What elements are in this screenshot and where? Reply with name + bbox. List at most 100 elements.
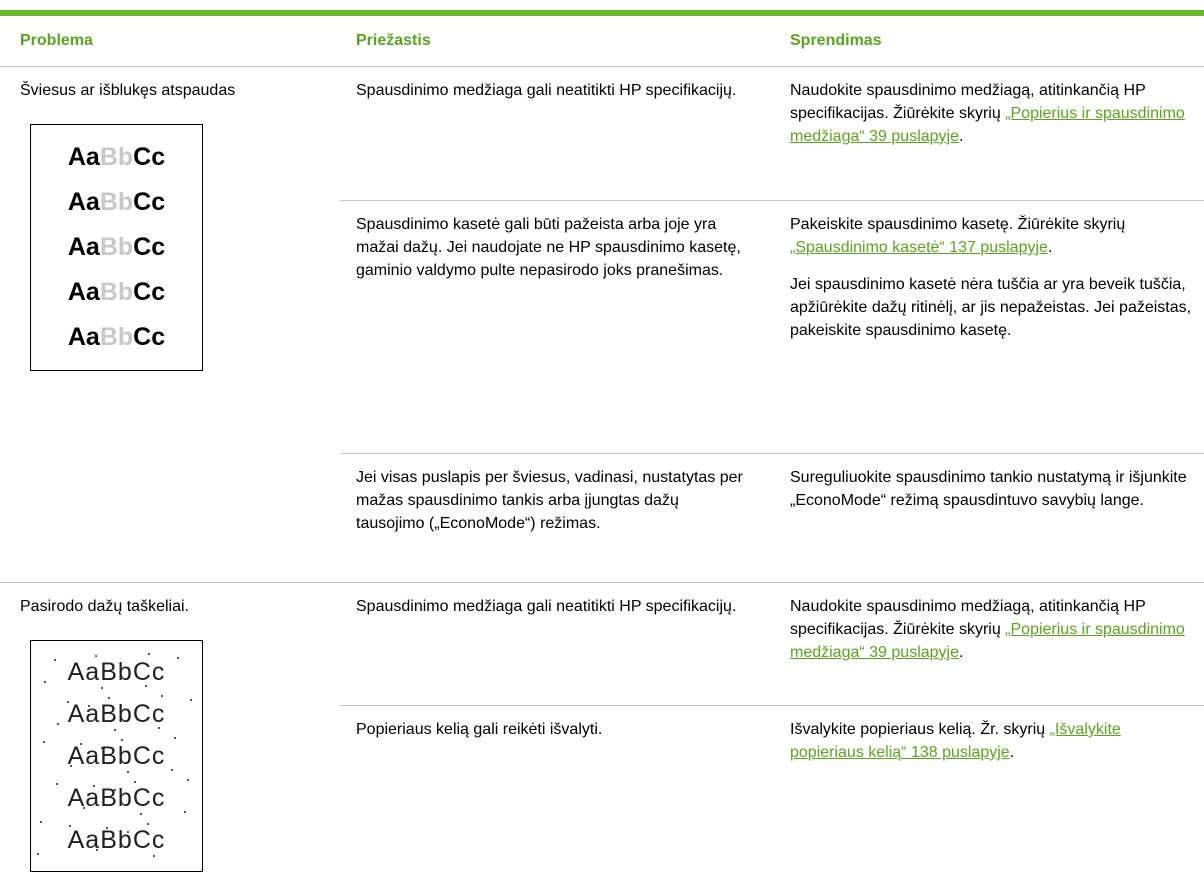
column-header: Priežastis — [340, 13, 774, 67]
print-sample: AaBbCc AaBbCc AaBbCc AaBbCc AaBbCc — [30, 640, 203, 872]
toner-dot — [95, 655, 97, 657]
sample-line: AaBbCc — [31, 225, 202, 270]
toner-dot — [127, 771, 129, 773]
column-header: Sprendimas — [774, 13, 1204, 67]
solution-text: . — [1009, 744, 1015, 761]
toner-dot — [171, 769, 173, 771]
solution-paragraph: Pakeiskite spausdinimo kasetę. Žiūrėkite… — [790, 213, 1196, 259]
sample-text: Bb — [99, 233, 134, 261]
toner-dot — [161, 695, 163, 697]
toner-dot — [148, 653, 150, 655]
sample-text: Cc — [132, 826, 166, 854]
sample-line: AaBbCc — [31, 180, 202, 225]
toner-dot — [190, 699, 192, 701]
toner-dot — [177, 657, 179, 659]
sample-text: Bb — [99, 278, 134, 306]
sample-text: Bb — [100, 826, 133, 854]
sample-text: Cc — [132, 784, 166, 812]
solution-text: Jei spausdinimo kasetė nėra tuščia ar yr… — [790, 276, 1192, 339]
cause-text: Spausdinimo medžiaga gali neatitikti HP … — [356, 598, 737, 615]
sample-text: Aa — [67, 700, 101, 728]
problem-cell: Pasirodo dažų taškeliai. AaBbCc AaBbCc AaBb… — [0, 582, 340, 876]
sample-line: AaBbCc — [31, 135, 202, 180]
toner-dot — [44, 681, 46, 683]
cause-cell: Spausdinimo medžiaga gali neatitikti HP … — [340, 66, 774, 201]
toner-dot — [106, 827, 108, 829]
solution-text: Išvalykite popieriaus kelią. Žr. skyrių — [790, 721, 1050, 738]
sample-text: Aa — [67, 323, 100, 351]
toner-dot — [127, 831, 129, 833]
sample-line: AaBbCc — [31, 270, 202, 315]
reference-link[interactable]: „Išvalykite popieriaus kelią“ 138 puslap… — [790, 721, 1121, 761]
toner-dot — [69, 825, 71, 827]
solution-paragraph: Išvalykite popieriaus kelią. Žr. skyrių … — [790, 718, 1196, 764]
reference-link[interactable]: „Popierius ir spausdinimo medžiaga“ 39 p… — [790, 105, 1185, 145]
sample-text: Aa — [67, 826, 101, 854]
toner-dot — [80, 743, 82, 745]
cause-text: Spausdinimo medžiaga gali neatitikti HP … — [356, 82, 737, 99]
table-row: Šviesus ar išblukęs atspaudas AaBbCc AaBbC… — [0, 66, 1204, 583]
cause-cell: Popieriaus kelią gali reikėti išvalyti. — [340, 705, 774, 876]
sample-text: Bb — [100, 658, 133, 686]
cause-text: Spausdinimo kasetė gali būti pažeista ar… — [356, 216, 741, 279]
toner-dot — [75, 663, 77, 665]
toner-dot — [40, 821, 42, 823]
toner-dot — [93, 785, 95, 787]
solution-text: Naudokite spausdinimo medžiagą, atitinka… — [790, 82, 1146, 122]
toner-dot — [153, 855, 155, 857]
toner-dot — [174, 737, 176, 739]
reference-link[interactable]: „Popierius ir spausdinimo medžiaga“ 39 p… — [790, 621, 1185, 661]
sample-text: Bb — [99, 323, 134, 351]
solution-cell: Naudokite spausdinimo medžiagą, atitinka… — [774, 66, 1204, 201]
sample-line: AaBbCc — [31, 315, 202, 360]
sample-line: AaBbCc — [31, 651, 202, 693]
solution-cell: Naudokite spausdinimo medžiagą, atitinka… — [774, 582, 1204, 706]
sample-text: Aa — [67, 233, 100, 261]
sample-line: AaBbCc — [31, 819, 202, 861]
solution-paragraph: Naudokite spausdinimo medžiagą, atitinka… — [790, 595, 1196, 664]
sample-text: Cc — [133, 323, 166, 351]
sample-text: Cc — [133, 188, 166, 216]
table-row: Jei visas puslapis per šviesus, vadinasi… — [0, 453, 1204, 583]
solution-cell: Išvalykite popieriaus kelią. Žr. skyrių … — [774, 705, 1204, 876]
sample-text: Aa — [67, 143, 100, 171]
toner-dot — [101, 687, 103, 689]
toner-dot — [114, 789, 116, 791]
sample-text: Bb — [100, 742, 133, 770]
sample-text: Bb — [100, 700, 133, 728]
toner-dot — [70, 765, 72, 767]
table-row: Spausdinimo kasetė gali būti pažeista ar… — [0, 200, 1204, 454]
solution-text: Pakeiskite spausdinimo kasetę. Žiūrėkite… — [790, 216, 1126, 233]
solution-paragraph: Naudokite spausdinimo medžiagą, atitinka… — [790, 79, 1196, 148]
solution-text: . — [959, 644, 964, 661]
page: Problema Priežastis Sprendimas Šviesus a… — [0, 10, 1204, 876]
cause-cell: Spausdinimo medžiaga gali neatitikti HP … — [340, 582, 774, 706]
sample-text: Bb — [99, 143, 134, 171]
sample-line: AaBbCc — [31, 777, 202, 819]
toner-dot — [158, 727, 160, 729]
toner-dot — [96, 849, 98, 851]
toner-dot — [101, 747, 103, 749]
solution-text: Naudokite spausdinimo medžiagą, atitinka… — [790, 598, 1146, 638]
toner-dot — [54, 659, 56, 661]
cause-cell: Jei visas puslapis per šviesus, vadinasi… — [340, 453, 774, 583]
sample-text: Aa — [67, 658, 101, 686]
problem-text: Pasirodo dažų taškeliai. — [20, 598, 189, 615]
toner-dot — [88, 705, 90, 707]
cause-text: Popieriaus kelią gali reikėti išvalyti. — [356, 721, 603, 738]
cause-cell: Spausdinimo kasetė gali būti pažeista ar… — [340, 200, 774, 454]
toner-dot — [184, 811, 186, 813]
toner-dot — [147, 823, 149, 825]
print-sample: AaBbCc AaBbCc AaBbCc AaBbCc AaBbCc — [30, 124, 203, 371]
toner-dot — [83, 807, 85, 809]
toner-dot — [108, 697, 110, 699]
table-row: Pasirodo dažų taškeliai. AaBbCc AaBbCc AaBb… — [0, 582, 1204, 876]
sample-line: AaBbCc — [31, 735, 202, 777]
solution-cell: Sureguliuokite spausdinimo tankio nustat… — [774, 453, 1204, 583]
sample-line: AaBbCc — [31, 693, 202, 735]
reference-link[interactable]: „Spausdinimo kasetė“ 137 puslapyje — [790, 239, 1048, 256]
problem-cell: Šviesus ar išblukęs atspaudas AaBbCc AaBbC… — [0, 66, 340, 583]
toner-dot — [56, 783, 58, 785]
header-row: Problema Priežastis Sprendimas — [0, 13, 1204, 67]
sample-text: Bb — [99, 188, 134, 216]
